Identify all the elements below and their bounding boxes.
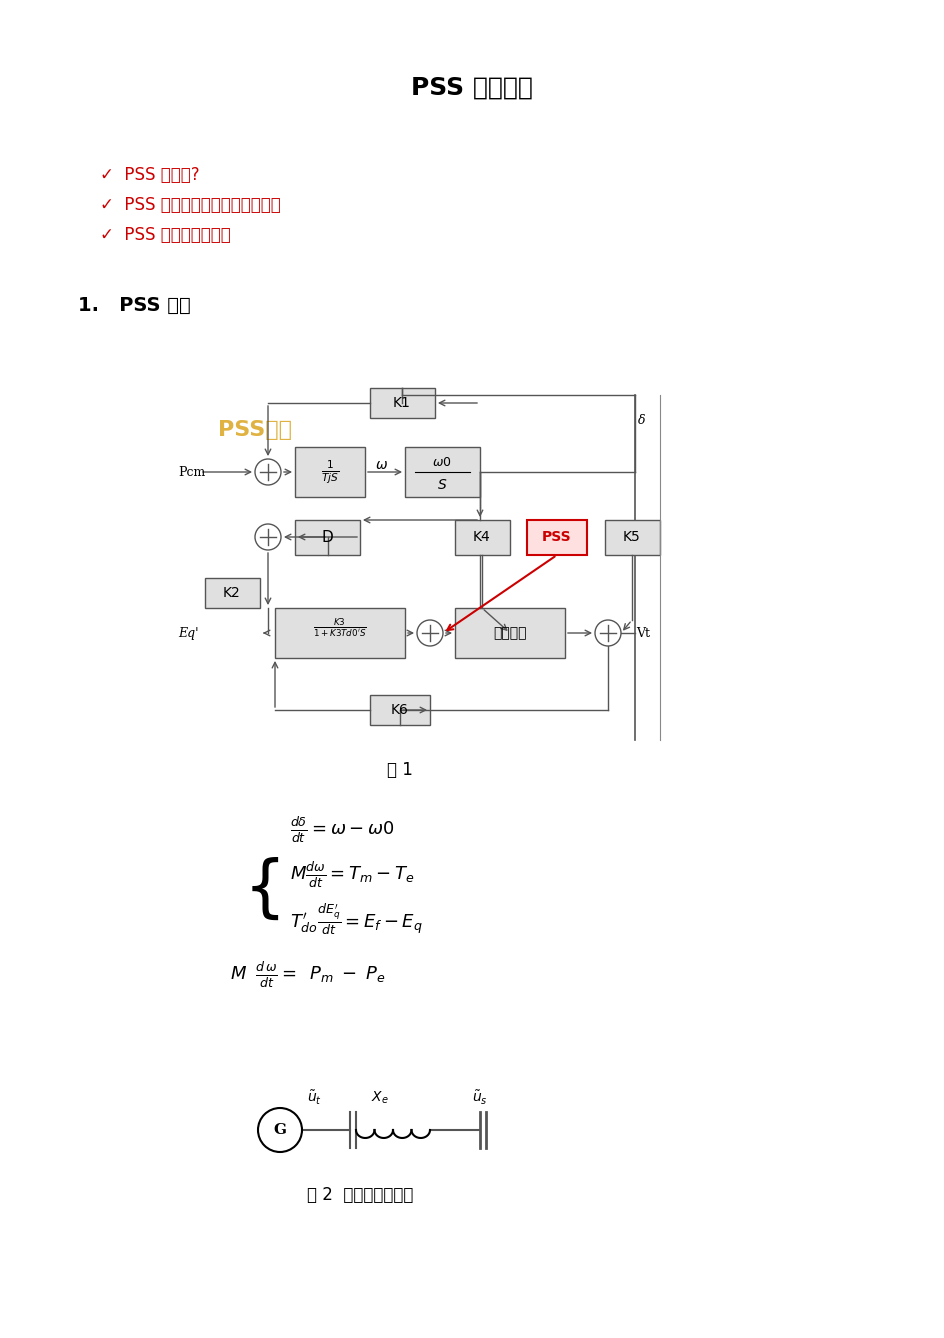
- Text: $\tilde{u}_s$: $\tilde{u}_s$: [472, 1089, 487, 1107]
- Text: $M \;\; \frac{d\,\omega}{dt} = \;\; P_m \; - \; P_e$: $M \;\; \frac{d\,\omega}{dt} = \;\; P_m …: [229, 961, 385, 990]
- Text: K2: K2: [223, 586, 241, 599]
- Text: K1: K1: [393, 396, 411, 409]
- Text: $S$: $S$: [436, 478, 447, 492]
- Text: Vt: Vt: [635, 626, 649, 640]
- Text: $X_e$: $X_e$: [371, 1089, 388, 1107]
- Text: 励磁系统: 励磁系统: [493, 626, 526, 640]
- Bar: [205, 578, 260, 607]
- Text: ✓  PSS 试验要求的发电机组状况。: ✓ PSS 试验要求的发电机组状况。: [100, 195, 280, 214]
- Bar: [454, 520, 510, 555]
- Text: {: {: [244, 858, 286, 923]
- Text: Eq': Eq': [177, 626, 198, 640]
- Text: δ: δ: [637, 413, 645, 427]
- Text: 图 1: 图 1: [387, 761, 413, 779]
- Text: ✓  PSS 是什么?: ✓ PSS 是什么?: [100, 166, 199, 185]
- Bar: [370, 694, 430, 725]
- Text: $\frac{1}{TjS}$: $\frac{1}{TjS}$: [321, 458, 339, 486]
- Circle shape: [258, 1108, 302, 1152]
- Bar: [370, 388, 434, 417]
- Text: PSS原理: PSS原理: [218, 420, 292, 440]
- Text: G: G: [273, 1123, 286, 1137]
- Bar: [604, 520, 659, 555]
- Text: D: D: [321, 530, 332, 545]
- Text: $T_{do}^{\prime}\frac{dE_q^{\prime}}{dt} = E_f - E_q$: $T_{do}^{\prime}\frac{dE_q^{\prime}}{dt}…: [290, 902, 422, 938]
- Text: K6: K6: [391, 702, 409, 717]
- Text: 图 2  单机无穷大系统: 图 2 单机无穷大系统: [307, 1185, 413, 1204]
- Text: ✓  PSS 试验主要过程。: ✓ PSS 试验主要过程。: [100, 226, 230, 244]
- Bar: [295, 447, 364, 496]
- Text: K4: K4: [473, 530, 490, 545]
- Text: K5: K5: [622, 530, 640, 545]
- Text: $M\frac{d\omega}{dt} = T_m - T_e$: $M\frac{d\omega}{dt} = T_m - T_e$: [290, 860, 414, 890]
- Text: Pcm: Pcm: [177, 466, 205, 479]
- Bar: [405, 447, 480, 496]
- Circle shape: [595, 619, 620, 646]
- Text: $\frac{d\delta}{dt} = \omega - \omega0$: $\frac{d\delta}{dt} = \omega - \omega0$: [290, 815, 394, 844]
- Text: $\omega0$: $\omega0$: [431, 455, 451, 468]
- Bar: [295, 520, 360, 555]
- Text: $\omega$: $\omega$: [375, 458, 388, 472]
- Text: PSS 技术专题: PSS 技术专题: [411, 76, 532, 100]
- Bar: [275, 607, 405, 658]
- Circle shape: [416, 619, 443, 646]
- Bar: [527, 520, 586, 555]
- Text: 1.   PSS 原理: 1. PSS 原理: [78, 296, 191, 314]
- Circle shape: [255, 459, 280, 484]
- Text: PSS: PSS: [542, 530, 571, 545]
- Circle shape: [255, 524, 280, 550]
- Text: $\tilde{u}_t$: $\tilde{u}_t$: [307, 1089, 322, 1107]
- Bar: [454, 607, 565, 658]
- Text: $\frac{K3}{1+K3Td0^{\prime}S}$: $\frac{K3}{1+K3Td0^{\prime}S}$: [312, 617, 366, 640]
